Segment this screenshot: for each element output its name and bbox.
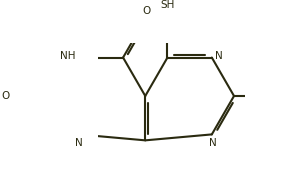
- Text: NH: NH: [60, 51, 75, 62]
- Text: N: N: [75, 138, 83, 148]
- Text: O: O: [142, 6, 151, 16]
- Text: O: O: [1, 91, 9, 101]
- Text: SH: SH: [160, 0, 175, 10]
- Text: N: N: [215, 51, 223, 62]
- Text: N: N: [209, 138, 216, 148]
